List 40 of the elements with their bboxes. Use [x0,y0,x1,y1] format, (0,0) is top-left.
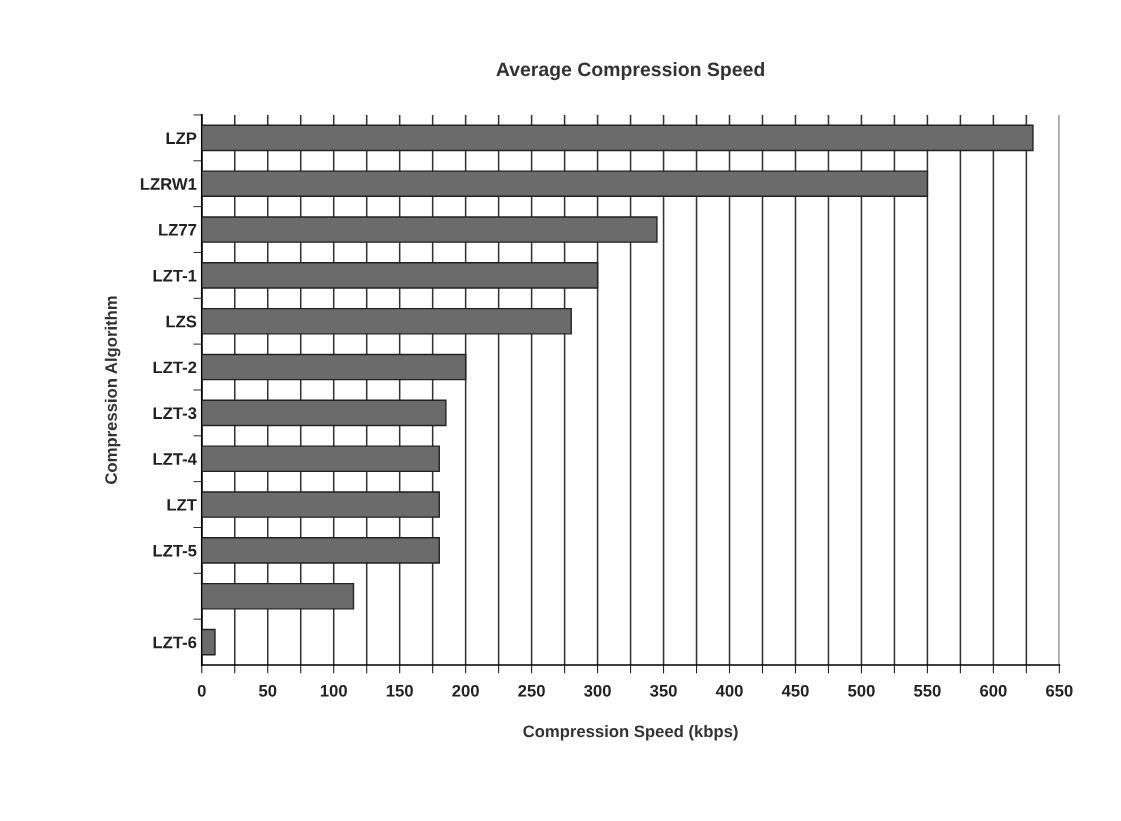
x-tick-label: 100 [320,684,347,697]
x-tick-label: 600 [980,684,1007,697]
bar [201,582,355,610]
x-tick-label: 250 [518,684,545,697]
bar [201,124,1034,152]
x-tick-label: 0 [197,684,206,697]
bar [201,353,467,381]
x-tick-label: 550 [914,684,941,697]
bar [201,399,447,427]
x-tick-label: 200 [452,684,479,697]
bar [201,445,440,473]
x-tick-label: 50 [258,684,277,697]
x-tick-label: 500 [848,684,875,697]
bar [201,216,658,243]
y-tick-label: LZT-1 [153,269,197,282]
x-tick-label: 300 [584,684,611,697]
y-tick-label: LZT-6 [153,636,197,649]
bar [201,491,440,518]
y-tick-label: LZRW1 [140,178,197,190]
bar [201,628,216,656]
bar [201,537,440,564]
y-tick-label: LZT [167,499,197,511]
y-tick-label: LZT-5 [153,544,197,557]
x-tick-label: 650 [1046,684,1073,697]
y-tick-label: LZT-2 [153,361,197,374]
y-tick-label: LZP [166,132,197,144]
x-axis-title: Compression Speed (kbps) [523,724,738,741]
y-tick-label: LZ77 [159,224,197,236]
y-axis-title: Compression Algorithm [104,296,121,484]
x-tick-label: 350 [650,684,677,697]
y-tick-label: LZT-4 [153,453,197,465]
bar [201,307,572,335]
x-tick-label: 450 [781,684,809,697]
y-tick-label: LZS [166,315,197,328]
y-tick-label: LZT-3 [153,407,197,420]
x-tick-label: 400 [715,684,743,697]
bar [201,170,929,197]
x-tick-label: 150 [386,684,413,697]
bar [201,262,599,289]
chart-title: Average Compression Speed [496,61,764,81]
